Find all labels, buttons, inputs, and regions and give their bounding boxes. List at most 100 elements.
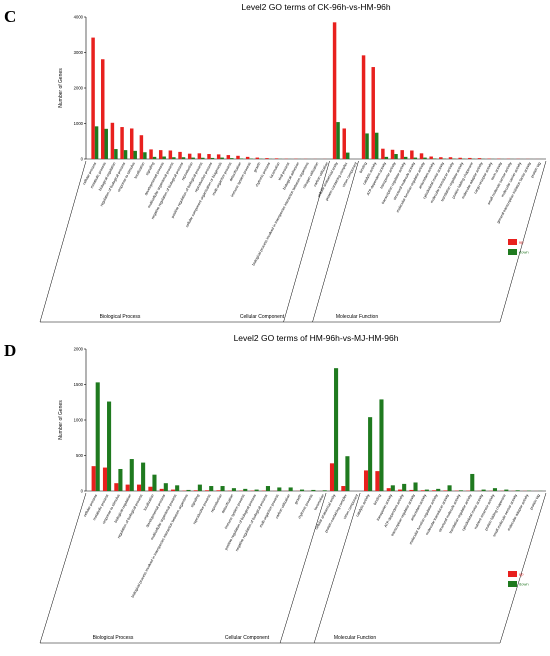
bar-down	[220, 157, 224, 159]
group-label: Biological Process	[100, 314, 141, 320]
legend-label-up: up	[519, 240, 524, 245]
legend-swatch-down	[508, 249, 517, 255]
bar-up	[342, 128, 346, 159]
bar-up	[159, 488, 164, 491]
bar-down	[394, 154, 398, 159]
group-label: Molecular Function	[334, 635, 376, 641]
bar-up	[390, 149, 395, 159]
bar-down	[432, 158, 437, 159]
category-label: protein tag	[529, 494, 541, 511]
bar-down	[515, 490, 520, 491]
bar-down	[118, 468, 123, 491]
bar-down	[436, 488, 441, 491]
category-label: localization	[143, 494, 155, 512]
bar-up	[274, 158, 279, 159]
bar-down	[230, 158, 234, 159]
bar-up	[458, 157, 462, 159]
bar-up	[468, 157, 472, 159]
bar-up	[439, 157, 443, 159]
bar-down	[368, 417, 373, 491]
bar-up	[168, 150, 173, 159]
group-divider-line	[283, 160, 330, 323]
bar-down	[470, 473, 475, 491]
bar-down	[424, 489, 429, 491]
bar-up	[193, 490, 198, 491]
bar-down	[299, 489, 305, 491]
y-tick-label: 4000	[74, 15, 84, 20]
bar-up	[158, 150, 163, 159]
bar-down	[379, 399, 384, 491]
bar-down	[162, 156, 166, 159]
bar-down	[334, 368, 339, 491]
bar-up	[205, 490, 210, 491]
bar-down	[504, 489, 509, 491]
bar-down	[481, 489, 486, 491]
bar-down	[186, 489, 191, 491]
group-divider-line	[39, 492, 87, 644]
bar-up	[110, 122, 115, 159]
bar-up	[375, 471, 380, 491]
bar-up	[329, 463, 335, 491]
bar-up	[265, 158, 269, 159]
bar-up	[197, 153, 202, 159]
category-label: growth	[294, 494, 303, 505]
bar-up	[187, 153, 192, 159]
bar-down	[104, 128, 108, 159]
y-axis-label: Number of Genes	[58, 68, 64, 108]
category-label: binding	[359, 162, 368, 174]
bar-up	[420, 490, 425, 491]
bar-down	[447, 485, 452, 491]
y-tick-label: 500	[76, 453, 84, 458]
bar-up	[477, 158, 482, 159]
bar-up	[432, 490, 437, 491]
bar-down	[143, 152, 147, 159]
bar-down	[239, 158, 244, 159]
bar-down	[163, 483, 168, 491]
bar-down	[423, 157, 427, 159]
bar-down	[336, 122, 340, 159]
bar-down	[191, 157, 195, 159]
group-divider-line	[313, 492, 361, 644]
category-label: protein folding chaperone	[484, 494, 507, 532]
bar-up	[148, 486, 153, 491]
bar-down	[133, 150, 137, 159]
y-tick-label: 1500	[74, 382, 84, 387]
legend-swatch-up	[508, 571, 517, 577]
bar-up	[102, 467, 108, 491]
bar-up	[236, 155, 240, 159]
bar-down	[384, 156, 389, 159]
category-label: locomotion	[313, 494, 325, 511]
bar-down	[197, 484, 202, 491]
bar-down	[181, 157, 186, 159]
bar-up	[226, 155, 231, 159]
group-divider-line	[39, 160, 87, 323]
bar-up	[216, 490, 221, 491]
category-label: protein tag	[530, 162, 542, 179]
legend-swatch-up	[508, 239, 517, 245]
bar-down	[365, 133, 369, 159]
bar-down	[220, 486, 225, 491]
y-axis-label: Number of Genes	[58, 400, 64, 440]
category-label: growth	[253, 162, 262, 173]
category-label: signaling	[190, 494, 200, 508]
bar-up	[91, 37, 95, 160]
y-tick-label: 1000	[74, 418, 84, 423]
bar-up	[400, 150, 404, 159]
bar-down	[403, 156, 408, 159]
bar-up	[139, 135, 144, 159]
group-label: Biological Process	[93, 635, 134, 641]
bar-down	[141, 462, 146, 491]
bar-up	[341, 486, 346, 491]
bar-down	[458, 490, 463, 491]
bar-down	[175, 485, 180, 491]
bar-down	[123, 150, 128, 159]
bar-down	[210, 157, 215, 159]
bar-down	[413, 482, 418, 491]
bar-down	[254, 489, 259, 491]
y-tick-label: 0	[81, 489, 84, 494]
category-label: signaling	[145, 162, 155, 176]
bar-up	[245, 156, 250, 159]
category-label: localization	[134, 162, 146, 180]
bar-up	[419, 153, 424, 159]
bar-down	[152, 474, 157, 491]
